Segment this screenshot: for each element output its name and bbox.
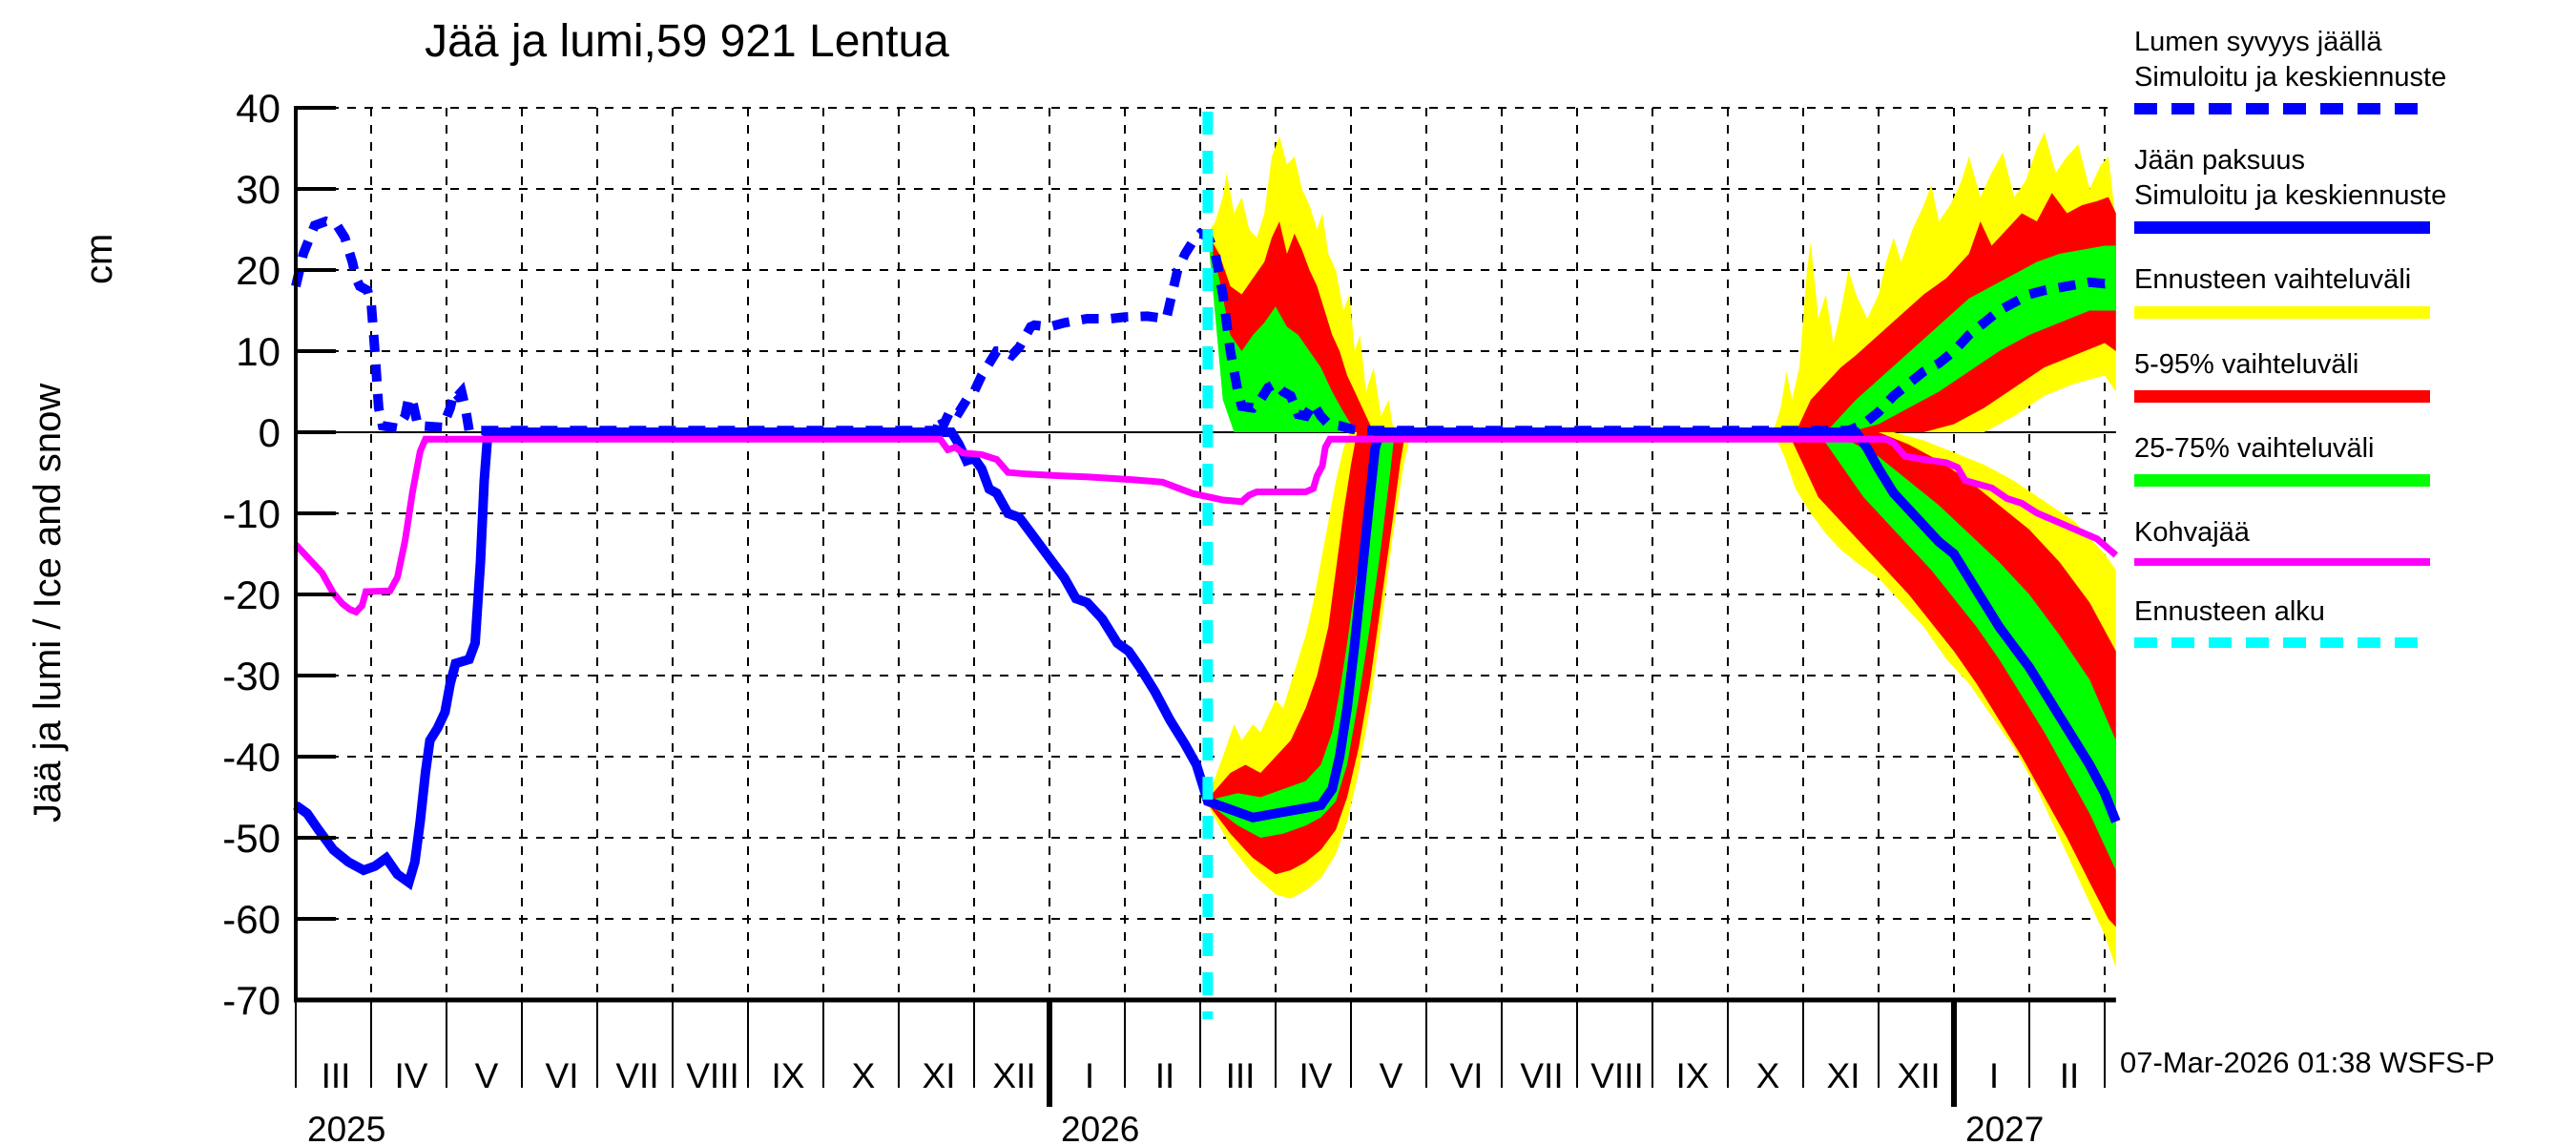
x-month-label: II xyxy=(2060,1056,2080,1095)
x-month-label: IX xyxy=(772,1056,805,1095)
band-spring2026_snow_25_75 xyxy=(1207,233,1355,432)
legend-label: Simuloitu ja keskiennuste xyxy=(2134,62,2447,94)
y-axis-unit: cm xyxy=(78,233,120,284)
x-month-label: XII xyxy=(1897,1056,1940,1095)
x-month-label: III xyxy=(322,1056,351,1095)
legend-entry: Ennusteen alku xyxy=(2134,594,2554,648)
x-month-label: X xyxy=(852,1056,876,1095)
x-month-label: VIII xyxy=(1590,1056,1644,1095)
x-month-label: V xyxy=(1380,1056,1403,1095)
legend-label: Lumen syvyys jäällä xyxy=(2134,27,2382,57)
legend-entry: Lumen syvyys jäällä Simuloitu ja keskienn… xyxy=(2134,25,2554,115)
legend-label: 25-75% vaihteluväli xyxy=(2134,432,2375,464)
x-month-label: IV xyxy=(1299,1056,1333,1095)
x-month-label: XII xyxy=(992,1056,1035,1095)
y-tick-label: 40 xyxy=(236,86,280,131)
legend-label: Ennusteen vaihteluväli xyxy=(2134,264,2412,296)
x-year-label: 2027 xyxy=(1965,1110,2044,1145)
legend-label: Jään paksuus xyxy=(2134,145,2305,177)
band-spring2026_ice_5_95 xyxy=(1207,432,1405,875)
y-tick-label: -70 xyxy=(222,978,280,1023)
x-month-label: IX xyxy=(1676,1056,1710,1095)
legend-label: Simuloitu ja keskiennuste xyxy=(2134,180,2447,212)
legend-entry: Ennusteen vaihteluväli xyxy=(2134,262,2554,319)
kohvajaa-line xyxy=(293,435,2119,616)
y-tick-label: -20 xyxy=(222,572,280,617)
x-year-label: 2026 xyxy=(1061,1110,1139,1145)
x-month-label: I xyxy=(1989,1056,1999,1095)
legend-entry: Kohvajää xyxy=(2134,515,2554,566)
y-tick-label: 0 xyxy=(259,410,280,455)
legend-swatch-solid xyxy=(2134,557,2430,566)
x-month-label: X xyxy=(1756,1056,1780,1095)
x-month-label: IV xyxy=(395,1056,428,1095)
legend-label: Ennusteen alku xyxy=(2134,595,2325,627)
legend: Lumen syvyys jäällä Simuloitu ja keskienn… xyxy=(2134,25,2554,677)
legend-swatch-dashed xyxy=(2134,636,2430,648)
legend-label: 5-95% vaihteluväli xyxy=(2134,348,2359,380)
y-tick-label: -10 xyxy=(222,491,280,536)
band-winter2027_ice_5_95 xyxy=(1788,432,2116,927)
x-month-label: VIII xyxy=(686,1056,739,1095)
y-tick-label: -50 xyxy=(222,816,280,861)
x-month-label: V xyxy=(475,1056,499,1095)
x-month-label: I xyxy=(1085,1056,1094,1095)
x-year-label: 2025 xyxy=(307,1110,385,1145)
y-tick-label: -30 xyxy=(222,654,280,698)
y-tick-label: 30 xyxy=(236,167,280,212)
legend-swatch-solid xyxy=(2134,305,2430,319)
y-axis-label: Jää ja lumi / Ice and snow xyxy=(27,383,69,822)
legend-swatch-solid xyxy=(2134,221,2430,235)
y-tick-label: 10 xyxy=(236,329,280,374)
legend-entry: 5-95% vaihteluväli xyxy=(2134,347,2554,403)
legend-entry: 25-75% vaihteluväli xyxy=(2134,431,2554,487)
snow-depth-line xyxy=(291,216,2117,436)
x-month-label: II xyxy=(1155,1056,1175,1095)
x-month-label: XI xyxy=(923,1056,956,1095)
band-winter2027_ice_25_75 xyxy=(1818,432,2116,870)
legend-swatch-dashed xyxy=(2134,103,2430,115)
y-tick-label: -60 xyxy=(222,897,280,942)
legend-swatch-solid xyxy=(2134,389,2430,403)
x-month-label: XI xyxy=(1827,1056,1860,1095)
x-month-label: VI xyxy=(1450,1056,1484,1095)
y-tick-label: 20 xyxy=(236,248,280,293)
y-tick-label: -40 xyxy=(222,735,280,780)
legend-swatch-solid xyxy=(2134,473,2430,487)
band-spring2026_ice_25_75 xyxy=(1207,432,1395,838)
legend-entry: Jään paksuus Simuloitu ja keskiennuste xyxy=(2134,143,2554,235)
timestamp: 07-Mar-2026 01:38 WSFS-P xyxy=(2120,1046,2495,1079)
ice-thickness-line xyxy=(293,427,2121,890)
x-month-label: VII xyxy=(1520,1056,1563,1095)
x-month-label: VII xyxy=(615,1056,658,1095)
x-month-label: VI xyxy=(546,1056,579,1095)
x-month-label: III xyxy=(1226,1056,1256,1095)
chart-title: Jää ja lumi,59 921 Lentua xyxy=(425,16,949,67)
legend-label: Kohvajää xyxy=(2134,516,2250,548)
